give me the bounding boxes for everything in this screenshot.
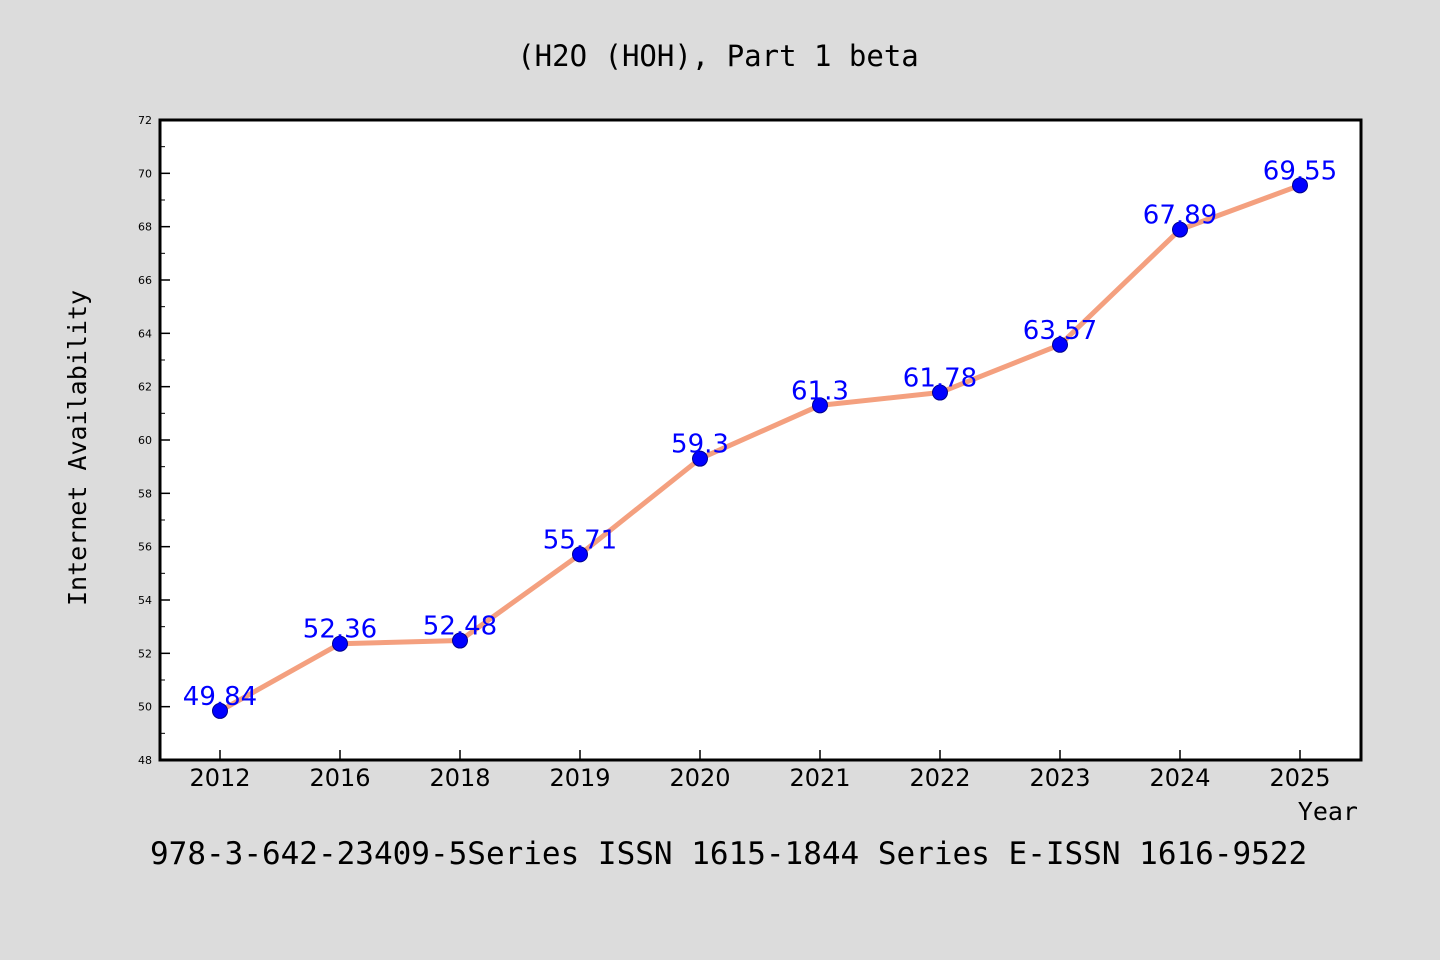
y-tick-label: 52 — [138, 647, 152, 660]
chart-title: (H2O (HOH), Part 1 beta — [517, 39, 919, 73]
x-tick-label: 2021 — [789, 764, 850, 792]
data-point — [332, 635, 348, 652]
x-axis: 2012 2016 2018 2019 2020 2021 2022 2023 2024 2025 — [189, 750, 1331, 792]
data-point — [452, 632, 468, 649]
data-label: 55.71 — [543, 525, 617, 555]
data-label: 52.48 — [423, 612, 497, 642]
data-point — [212, 702, 228, 719]
x-tick-label: 2022 — [909, 764, 970, 792]
x-tick-label: 2025 — [1269, 764, 1330, 792]
data-label: 67.89 — [1143, 201, 1217, 231]
y-axis: 48 50 52 54 56 58 60 62 64 66 68 70 72 — [138, 114, 170, 767]
x-axis-label: Year — [1298, 797, 1358, 826]
x-tick-label: 2024 — [1149, 764, 1210, 792]
x-tick-label: 2016 — [309, 764, 370, 792]
x-tick-label: 2019 — [549, 764, 610, 792]
x-tick-label: 2020 — [669, 764, 730, 792]
y-tick-label: 62 — [138, 381, 152, 394]
plot-frame — [158, 118, 1363, 762]
y-tick-label: 48 — [138, 754, 152, 767]
y-tick-label: 66 — [138, 274, 152, 287]
data-point — [812, 397, 828, 414]
y-tick-label: 50 — [138, 701, 152, 714]
data-point — [572, 546, 588, 563]
series-layer: 49.84 52.36 52.48 55.71 59.3 61.3 61.78 63.57 67… — [183, 156, 1337, 719]
y-tick-label: 60 — [138, 434, 152, 447]
y-axis-label: Internet Availability — [63, 290, 92, 606]
data-point — [1172, 221, 1188, 238]
y-tick-label: 64 — [138, 327, 152, 340]
y-tick-label: 72 — [138, 114, 152, 127]
series-line — [217, 182, 1303, 714]
data-label: 49.84 — [183, 682, 257, 712]
y-tick-label: 58 — [138, 487, 152, 500]
data-label: 61.78 — [903, 364, 977, 394]
y-tick-label: 56 — [138, 541, 152, 554]
data-label: 52.36 — [303, 615, 377, 645]
y-tick-label: 70 — [138, 167, 152, 180]
data-label: 69.55 — [1263, 156, 1337, 186]
y-tick-label: 68 — [138, 221, 152, 234]
data-point — [1052, 336, 1068, 353]
footer-isbn-issn: 978-3-642-23409-5Series ISSN 1615-1844 S… — [150, 836, 1307, 872]
data-point — [692, 450, 708, 467]
x-tick-label: 2023 — [1029, 764, 1090, 792]
data-label: 59.3 — [671, 430, 729, 460]
x-tick-label: 2012 — [189, 764, 250, 792]
data-point — [1292, 177, 1308, 194]
plot-background — [160, 120, 1361, 760]
data-label: 61.3 — [791, 376, 849, 406]
y-tick-label: 54 — [138, 594, 152, 607]
data-point — [932, 384, 948, 401]
x-tick-label: 2018 — [429, 764, 490, 792]
data-label: 63.57 — [1023, 316, 1097, 346]
